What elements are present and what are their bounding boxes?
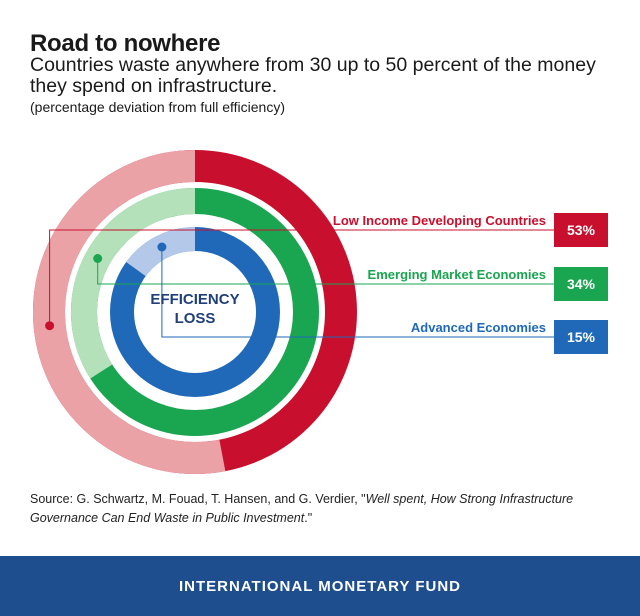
source-prefix: Source: G. Schwartz, M. Fouad, T. Hansen…	[30, 492, 366, 506]
efficiency-loss-ring-chart: Low Income Developing Countries 53% Emergi…	[32, 150, 608, 474]
series-label-advanced-economies: Advanced Economies	[411, 320, 546, 335]
value-label-emerging-market-economies: 34%	[567, 276, 596, 292]
source-title: Well spent, How Strong Infrastructure Go…	[30, 492, 574, 525]
series-label-emerging-market-economies: Emerging Market Economies	[368, 267, 546, 282]
leader-line-emerging-market-economies	[97, 258, 554, 285]
ring-advanced-economies	[110, 227, 280, 397]
series-label-low-income-developing-countries: Low Income Developing Countries	[333, 213, 546, 228]
value-label-advanced-economies: 15%	[567, 329, 596, 345]
chart-units-note: (percentage deviation from full efficien…	[30, 99, 285, 115]
value-box-low-income-developing-countries	[554, 213, 608, 247]
chart-subtitle: Countries waste anywhere from 30 up to 5…	[30, 54, 596, 97]
source-citation: Source: G. Schwartz, M. Fouad, T. Hansen…	[30, 490, 615, 528]
source-suffix: ."	[304, 511, 313, 525]
leader-line-advanced-economies	[161, 247, 554, 338]
center-label-line-2: LOSS	[175, 310, 216, 327]
marker-dot-emerging-market-economies	[93, 254, 103, 263]
marker-dot-advanced-economies	[157, 242, 167, 252]
footer-org-name: INTERNATIONAL MONETARY FUND	[179, 577, 461, 595]
leader-line-low-income-developing-countries	[49, 229, 554, 326]
center-label-line-1: EFFICIENCY	[150, 291, 239, 308]
footer-banner: INTERNATIONAL MONETARY FUND	[0, 556, 640, 616]
loss-arc-advanced-economies	[126, 227, 196, 277]
value-box-advanced-economies	[554, 320, 608, 354]
value-box-emerging-market-economies	[554, 267, 608, 301]
rings-group	[32, 150, 357, 474]
value-label-low-income-developing-countries: 53%	[567, 222, 596, 238]
labels-group: Low Income Developing Countries 53% Emergi…	[45, 213, 608, 354]
marker-dot-low-income-developing-countries	[45, 321, 55, 331]
chart-title: Road to nowhere	[30, 30, 221, 57]
